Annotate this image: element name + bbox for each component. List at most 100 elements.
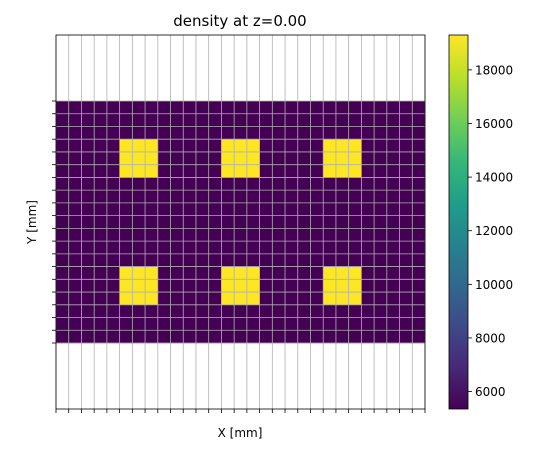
heatmap-cell (94, 266, 108, 280)
heatmap-cell (68, 330, 82, 344)
heatmap-cell (335, 126, 349, 140)
heatmap-cell (335, 228, 349, 242)
heatmap-cell (386, 139, 400, 153)
heatmap-cell (56, 126, 70, 140)
heatmap-cell (208, 190, 222, 204)
heatmap-cell (94, 202, 108, 216)
heatmap-cell (183, 266, 197, 280)
heatmap-cell (285, 101, 299, 115)
heatmap-cell (106, 317, 120, 331)
heatmap-cell (170, 292, 184, 306)
heatmap-cell (412, 317, 426, 331)
heatmap-cell (297, 266, 311, 280)
heatmap-cell (157, 292, 171, 306)
heatmap-cell (68, 113, 82, 127)
heatmap-cell (234, 330, 248, 344)
heatmap-cell (412, 164, 426, 178)
heatmap-cell (94, 330, 108, 344)
heatmap-cell (170, 330, 184, 344)
heatmap-cell (234, 101, 248, 115)
heatmap-cell (221, 202, 235, 216)
heatmap-cell (81, 202, 95, 216)
heatmap-cell (310, 292, 324, 306)
heatmap-cell (195, 215, 209, 229)
heatmap-cell (145, 330, 159, 344)
heatmap-cell (259, 228, 273, 242)
heatmap-cell (56, 253, 70, 267)
heatmap-cell (348, 177, 362, 191)
heatmap-cell (208, 330, 222, 344)
heatmap-cell (170, 126, 184, 140)
heatmap-cell (208, 317, 222, 331)
heatmap-cell (297, 292, 311, 306)
heatmap-cell (259, 177, 273, 191)
heatmap-cell (386, 279, 400, 293)
heatmap-cell (221, 330, 235, 344)
heatmap-cell (119, 139, 133, 153)
heatmap-cell (56, 151, 70, 165)
heatmap-cell (94, 177, 108, 191)
heatmap-cell (183, 190, 197, 204)
heatmap-cell (119, 292, 133, 306)
heatmap-cell (119, 101, 133, 115)
heatmap-cell (310, 126, 324, 140)
heatmap-cell (132, 101, 146, 115)
heatmap-cells (56, 101, 426, 344)
heatmap-cell (348, 253, 362, 267)
heatmap-cell (157, 202, 171, 216)
heatmap-cell (246, 139, 260, 153)
heatmap-cell (81, 113, 95, 127)
heatmap-cell (386, 164, 400, 178)
heatmap-cell (272, 228, 286, 242)
heatmap-cell (68, 304, 82, 318)
heatmap-cell (310, 279, 324, 293)
heatmap-cell (246, 113, 260, 127)
heatmap-cell (157, 113, 171, 127)
heatmap-cell (272, 317, 286, 331)
heatmap-cell (361, 202, 375, 216)
heatmap-cell (208, 215, 222, 229)
x-axis-ticks (55, 409, 426, 413)
heatmap-cell (132, 164, 146, 178)
heatmap-cell (195, 101, 209, 115)
heatmap-cell (323, 190, 337, 204)
heatmap-cell (183, 317, 197, 331)
heatmap-cell (157, 190, 171, 204)
heatmap-cell (119, 177, 133, 191)
heatmap-cell (56, 101, 70, 115)
heatmap-cell (81, 330, 95, 344)
heatmap-cell (157, 304, 171, 318)
heatmap-cell (106, 101, 120, 115)
heatmap-cell (183, 101, 197, 115)
heatmap-cell (297, 202, 311, 216)
heatmap-cell (297, 151, 311, 165)
heatmap-cell (323, 101, 337, 115)
heatmap-cell (285, 202, 299, 216)
heatmap-cell (272, 126, 286, 140)
heatmap-cell (412, 113, 426, 127)
heatmap-cell (94, 304, 108, 318)
heatmap-cell (335, 304, 349, 318)
heatmap-cell (399, 241, 413, 255)
heatmap-cell (246, 304, 260, 318)
heatmap-cell (310, 253, 324, 267)
heatmap-cell (221, 151, 235, 165)
heatmap-cell (195, 330, 209, 344)
heatmap-cell (94, 241, 108, 255)
heatmap-cell (106, 241, 120, 255)
heatmap-cell (94, 113, 108, 127)
heatmap-cell (272, 253, 286, 267)
heatmap-cell (94, 190, 108, 204)
heatmap-cell (119, 228, 133, 242)
heatmap-cell (259, 279, 273, 293)
heatmap-cell (208, 202, 222, 216)
heatmap-cell (323, 164, 337, 178)
heatmap-cell (399, 253, 413, 267)
heatmap-cell (297, 139, 311, 153)
heatmap-cell (285, 215, 299, 229)
heatmap-cell (285, 292, 299, 306)
heatmap-cell (272, 190, 286, 204)
heatmap-cell (221, 126, 235, 140)
heatmap-cell (106, 190, 120, 204)
heatmap-cell (272, 151, 286, 165)
